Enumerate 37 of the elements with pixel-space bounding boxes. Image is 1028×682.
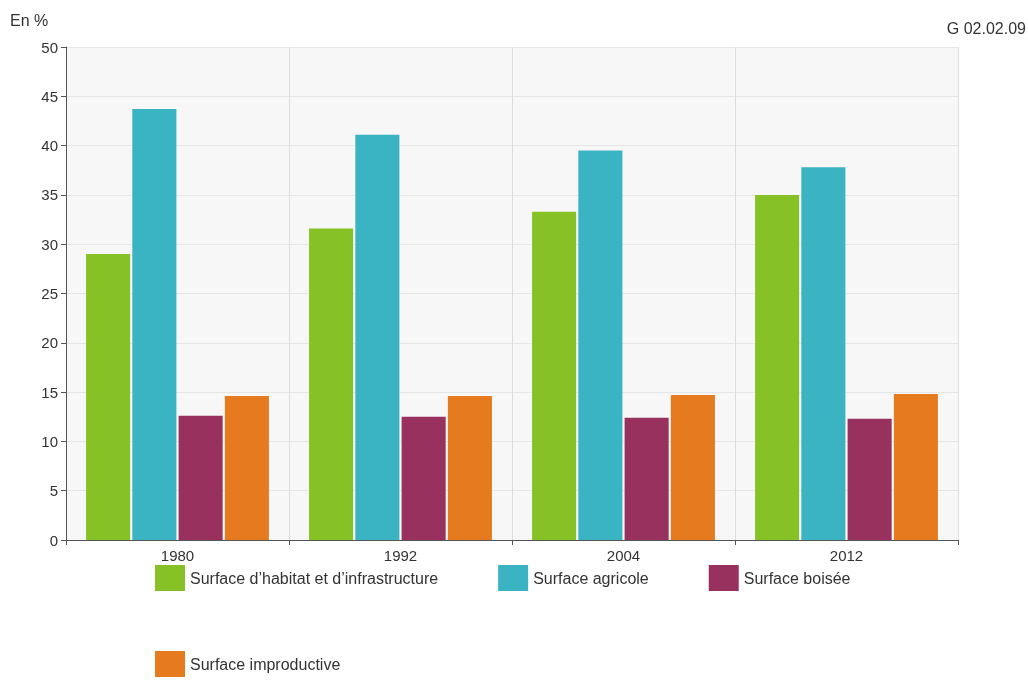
bar	[578, 150, 623, 540]
text: G 02.02.09	[946, 19, 1027, 37]
bar	[86, 254, 131, 540]
y-tick-label: 30	[41, 235, 58, 253]
bar	[847, 418, 892, 540]
bar	[447, 396, 492, 540]
legend-label: Surface boisée	[743, 569, 851, 587]
y-tick-label: 25	[41, 285, 58, 302]
bar	[893, 394, 938, 540]
bar	[355, 134, 400, 540]
y-tick-label: 45	[41, 87, 58, 105]
y-tick-label: 50	[41, 38, 58, 56]
y-tick-label: 5	[49, 482, 58, 500]
x-tick-label: 1980	[160, 547, 195, 564]
x-tick-label: 1992	[383, 547, 418, 564]
bar	[178, 415, 223, 540]
bar	[801, 167, 846, 540]
y-tick-label: 10	[41, 432, 58, 450]
bar	[755, 194, 800, 540]
y-tick-label: 15	[41, 383, 58, 401]
y-tick-label: 35	[41, 186, 58, 204]
y-tick-label: 20	[41, 334, 58, 352]
bar	[532, 211, 577, 540]
y-tick-label: 0	[49, 531, 58, 549]
bar	[224, 396, 269, 540]
x-tick-label: 2004	[606, 547, 641, 564]
y-axis-title: En %	[10, 11, 49, 29]
y-tick-label: 40	[41, 137, 58, 155]
bar	[624, 417, 669, 540]
bar	[132, 109, 177, 540]
bar	[670, 395, 715, 540]
bar	[401, 416, 446, 540]
legend-label: Surface d’habitat et d’infrastructure	[190, 569, 439, 587]
bar	[309, 228, 354, 540]
legend-label: Surface agricole	[533, 569, 649, 587]
legend-label: Surface improductive	[190, 655, 341, 673]
x-tick-label: 2012	[829, 547, 864, 564]
